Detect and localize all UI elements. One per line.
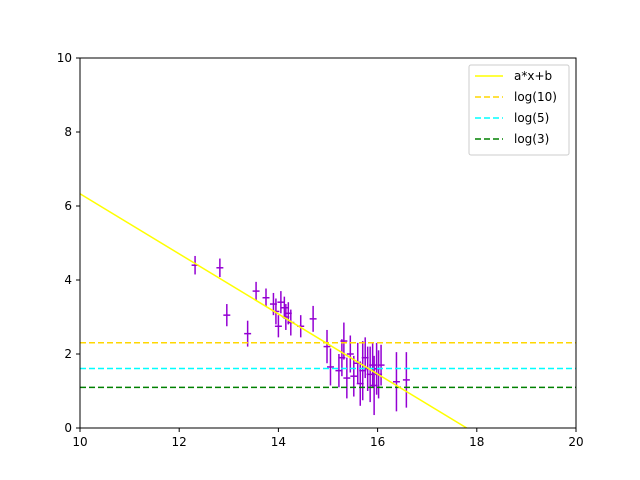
- data-point: [274, 315, 282, 338]
- legend-label: log(5): [514, 111, 549, 125]
- x-tick-label: 16: [370, 435, 385, 449]
- data-point: [280, 296, 288, 319]
- legend-label: log(10): [514, 90, 557, 104]
- y-tick-label: 2: [64, 347, 72, 361]
- data-point: [223, 304, 231, 327]
- data-point: [323, 329, 331, 364]
- data-point: [327, 348, 334, 386]
- y-tick-label: 8: [64, 125, 72, 139]
- x-tick-label: 10: [72, 435, 87, 449]
- plot-frame: [79, 57, 577, 429]
- legend-label: a*x+b: [514, 69, 552, 83]
- data-point: [392, 352, 400, 412]
- legend-box: [468, 64, 570, 156]
- x-tick-label: 12: [172, 435, 187, 449]
- x-tick-label: 20: [568, 435, 583, 449]
- fit-line: [80, 193, 469, 428]
- data-layer: [80, 193, 576, 428]
- x-tick-label: 18: [469, 435, 484, 449]
- data-point: [402, 352, 410, 408]
- data-point: [346, 335, 354, 373]
- data-point: [252, 281, 260, 301]
- data-point: [343, 357, 351, 399]
- data-point: [277, 291, 285, 314]
- data-point: [309, 305, 317, 332]
- y-tick-label: 6: [64, 199, 72, 213]
- data-point: [262, 288, 270, 308]
- y-axis: 0 2 4 6 8 10: [57, 51, 80, 435]
- legend: a*x+b log(10) log(5) log(3): [468, 64, 570, 156]
- data-point: [369, 342, 377, 388]
- x-axis: 10 12 14 16 18 20: [72, 428, 584, 449]
- y-tick-label: 10: [57, 51, 72, 65]
- y-tick-label: 0: [64, 421, 72, 435]
- data-point: [377, 344, 385, 386]
- x-tick-label: 14: [271, 435, 286, 449]
- legend-label: log(3): [514, 132, 549, 146]
- data-point: [350, 355, 358, 397]
- data-point: [216, 258, 224, 278]
- y-tick-label: 4: [64, 273, 72, 287]
